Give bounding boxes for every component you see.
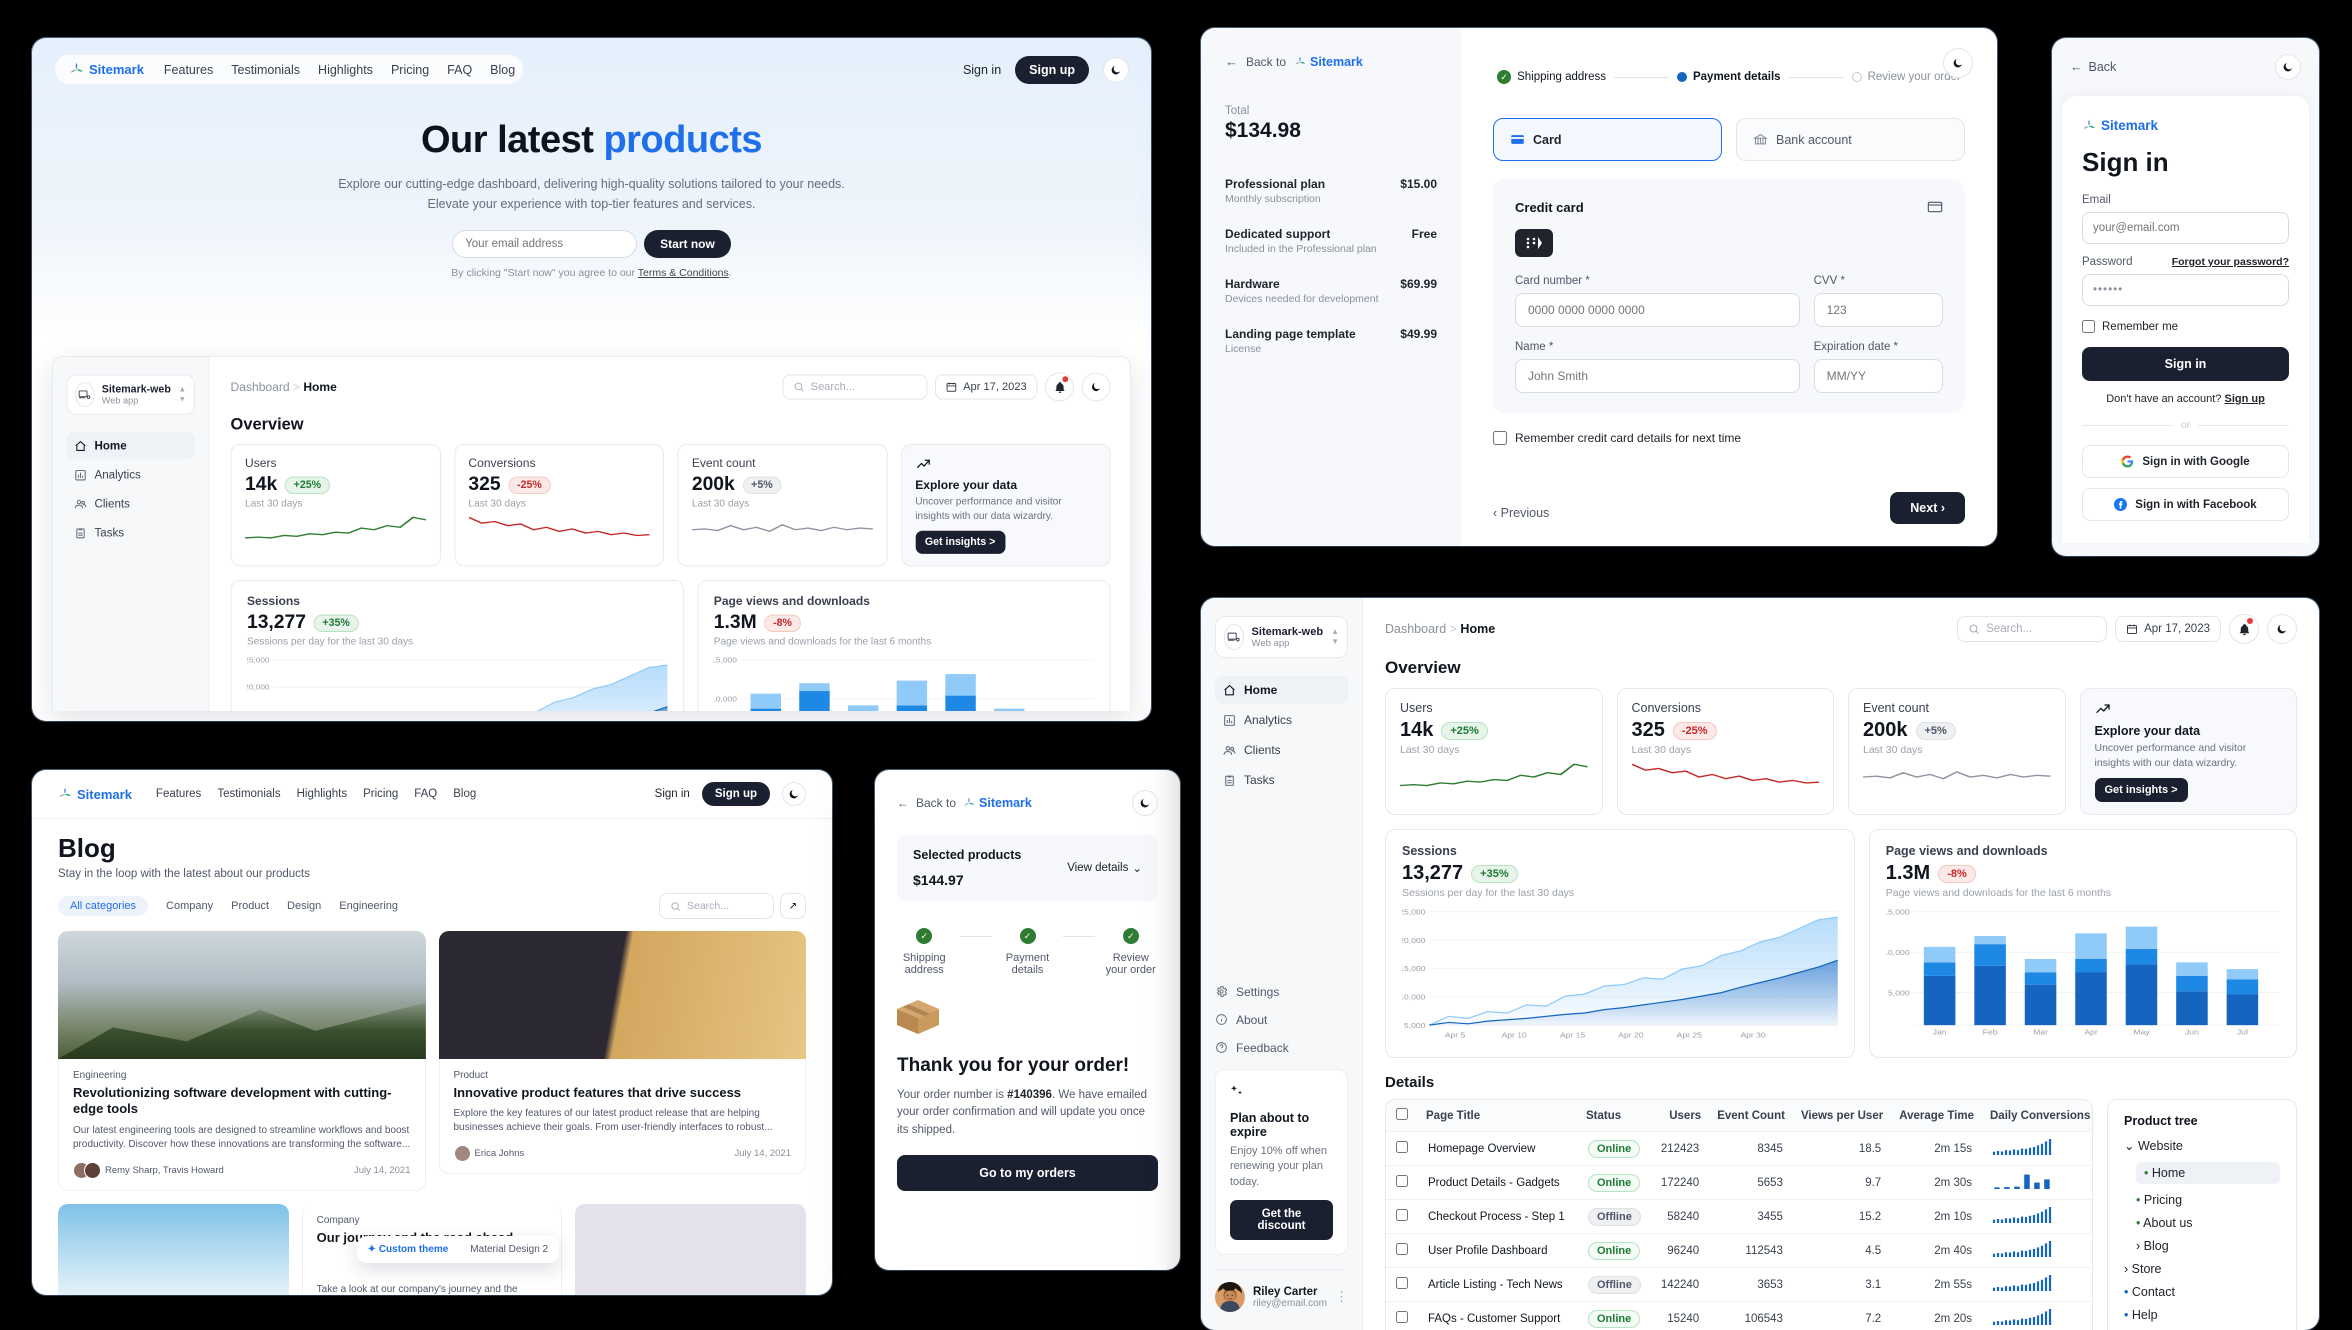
svg-text:Feb: Feb xyxy=(1982,1029,1997,1037)
svg-text:Mar: Mar xyxy=(2033,1029,2048,1037)
svg-text:10,000: 10,000 xyxy=(714,695,738,703)
svg-text:Jul: Jul xyxy=(2237,1029,2248,1037)
svg-text:20,000: 20,000 xyxy=(247,684,270,692)
svg-text:Apr 25: Apr 25 xyxy=(1677,1031,1703,1039)
svg-text:May: May xyxy=(2133,1029,2150,1037)
svg-text:15,000: 15,000 xyxy=(1402,965,1426,973)
svg-text:5,000: 5,000 xyxy=(1404,1022,1426,1030)
svg-text:10,000: 10,000 xyxy=(1402,993,1426,1001)
svg-text:Apr 10: Apr 10 xyxy=(1502,1031,1528,1039)
svg-text:Apr 20: Apr 20 xyxy=(1618,1031,1644,1039)
svg-text:Apr 15: Apr 15 xyxy=(1560,1031,1586,1039)
svg-text:25,000: 25,000 xyxy=(1402,908,1426,916)
svg-text:10,000: 10,000 xyxy=(1886,949,1910,957)
svg-text:Jun: Jun xyxy=(2185,1029,2199,1037)
svg-text:Apr 5: Apr 5 xyxy=(1445,1031,1466,1039)
svg-text:20,000: 20,000 xyxy=(1402,937,1426,945)
svg-text:15,000: 15,000 xyxy=(1886,908,1910,916)
svg-text:Jan: Jan xyxy=(1932,1029,1946,1037)
svg-text:5,000: 5,000 xyxy=(1888,989,1910,997)
svg-text:Apr 30: Apr 30 xyxy=(1740,1031,1766,1039)
svg-text:25,000: 25,000 xyxy=(247,656,270,664)
svg-text:15,000: 15,000 xyxy=(714,656,738,664)
svg-text:Apr: Apr xyxy=(2084,1029,2098,1037)
